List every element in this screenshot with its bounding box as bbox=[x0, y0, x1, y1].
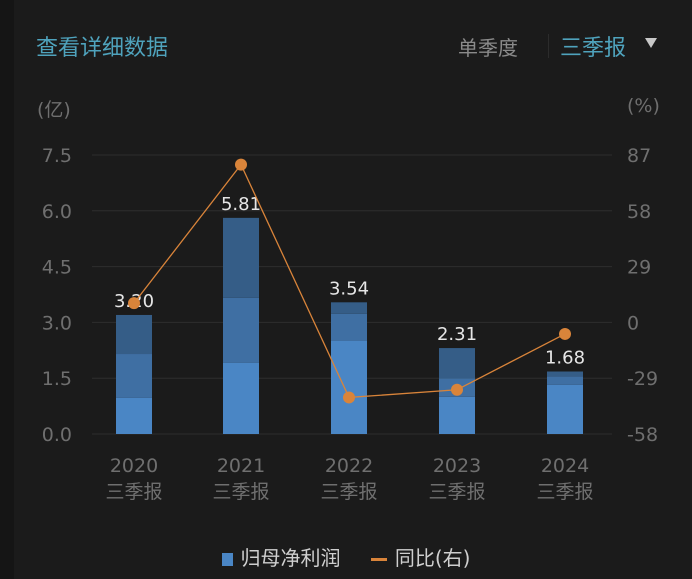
x-tick-period: 三季报 bbox=[320, 481, 377, 503]
bar-segment bbox=[116, 397, 152, 434]
left-tick-label: 6.0 bbox=[42, 201, 72, 223]
left-tick-label: 0.0 bbox=[42, 424, 72, 446]
right-tick-label: 87 bbox=[627, 145, 651, 167]
x-tick-year: 2020 bbox=[110, 455, 158, 477]
bar-value-label: 1.68 bbox=[545, 348, 585, 369]
legend-item-net-profit[interactable]: 归母净利润 bbox=[221, 542, 341, 571]
legend-line-icon bbox=[370, 558, 387, 561]
bar-value-label: 5.81 bbox=[221, 194, 261, 215]
bar-segment bbox=[439, 396, 475, 434]
left-edge bbox=[0, 0, 14, 579]
yoy-point bbox=[343, 391, 355, 404]
legend-label: 归母净利润 bbox=[240, 546, 341, 570]
x-tick-period: 三季报 bbox=[536, 481, 593, 503]
x-tick-year: 2023 bbox=[433, 455, 481, 477]
single-quarter-toggle[interactable]: 单季度 bbox=[458, 36, 518, 60]
left-tick-label: 3.0 bbox=[42, 312, 72, 334]
bar-segment bbox=[439, 348, 475, 379]
chart-header: 查看详细数据 单季度 三季报 bbox=[0, 0, 692, 90]
x-tick-period: 三季报 bbox=[212, 481, 269, 503]
bar-value-label: 3.54 bbox=[329, 278, 369, 299]
left-axis-unit: (亿) bbox=[37, 99, 71, 121]
legend: 归母净利润 同比(右) bbox=[0, 542, 692, 571]
right-tick-label: 58 bbox=[627, 201, 651, 223]
right-tick-label: 0 bbox=[627, 312, 639, 334]
bar-segment bbox=[547, 376, 583, 385]
chart-canvas: 7.56.04.53.01.50.08758290-29-583.202020三… bbox=[42, 145, 658, 503]
x-tick-period: 三季报 bbox=[105, 481, 162, 503]
legend-item-yoy[interactable]: 同比(右) bbox=[370, 542, 471, 571]
bar-segment bbox=[223, 362, 259, 434]
bar-segment bbox=[547, 371, 583, 377]
right-tick-label: -29 bbox=[627, 368, 658, 390]
bar-segment bbox=[547, 384, 583, 434]
left-tick-label: 7.5 bbox=[42, 145, 72, 167]
period-selector[interactable]: 三季报 bbox=[560, 36, 627, 61]
right-tick-label: 29 bbox=[627, 257, 651, 279]
header-divider bbox=[548, 34, 549, 58]
bar-segment bbox=[223, 297, 259, 363]
bar-segment bbox=[116, 314, 152, 355]
right-tick-label: -58 bbox=[627, 424, 658, 446]
x-tick-year: 2022 bbox=[325, 455, 373, 477]
legend-label: 同比(右) bbox=[394, 546, 471, 570]
legend-square-icon bbox=[221, 553, 233, 566]
bar-segment bbox=[331, 341, 367, 434]
left-tick-label: 4.5 bbox=[42, 257, 72, 279]
right-axis-unit: (%) bbox=[627, 95, 660, 117]
x-tick-year: 2021 bbox=[217, 455, 265, 477]
yoy-point bbox=[559, 327, 571, 340]
bar-segment bbox=[331, 313, 367, 341]
bar-value-label: 2.31 bbox=[437, 324, 477, 345]
bar-segment bbox=[331, 302, 367, 314]
view-details-link[interactable]: 查看详细数据 bbox=[36, 36, 169, 61]
yoy-point bbox=[235, 158, 247, 171]
yoy-point bbox=[451, 383, 463, 396]
yoy-point bbox=[128, 297, 140, 310]
bar-segment bbox=[116, 354, 152, 398]
bar-segment bbox=[223, 217, 259, 298]
caret-down-icon[interactable] bbox=[645, 38, 657, 48]
x-tick-year: 2024 bbox=[541, 455, 589, 477]
left-tick-label: 1.5 bbox=[42, 368, 72, 390]
x-tick-period: 三季报 bbox=[428, 481, 485, 503]
